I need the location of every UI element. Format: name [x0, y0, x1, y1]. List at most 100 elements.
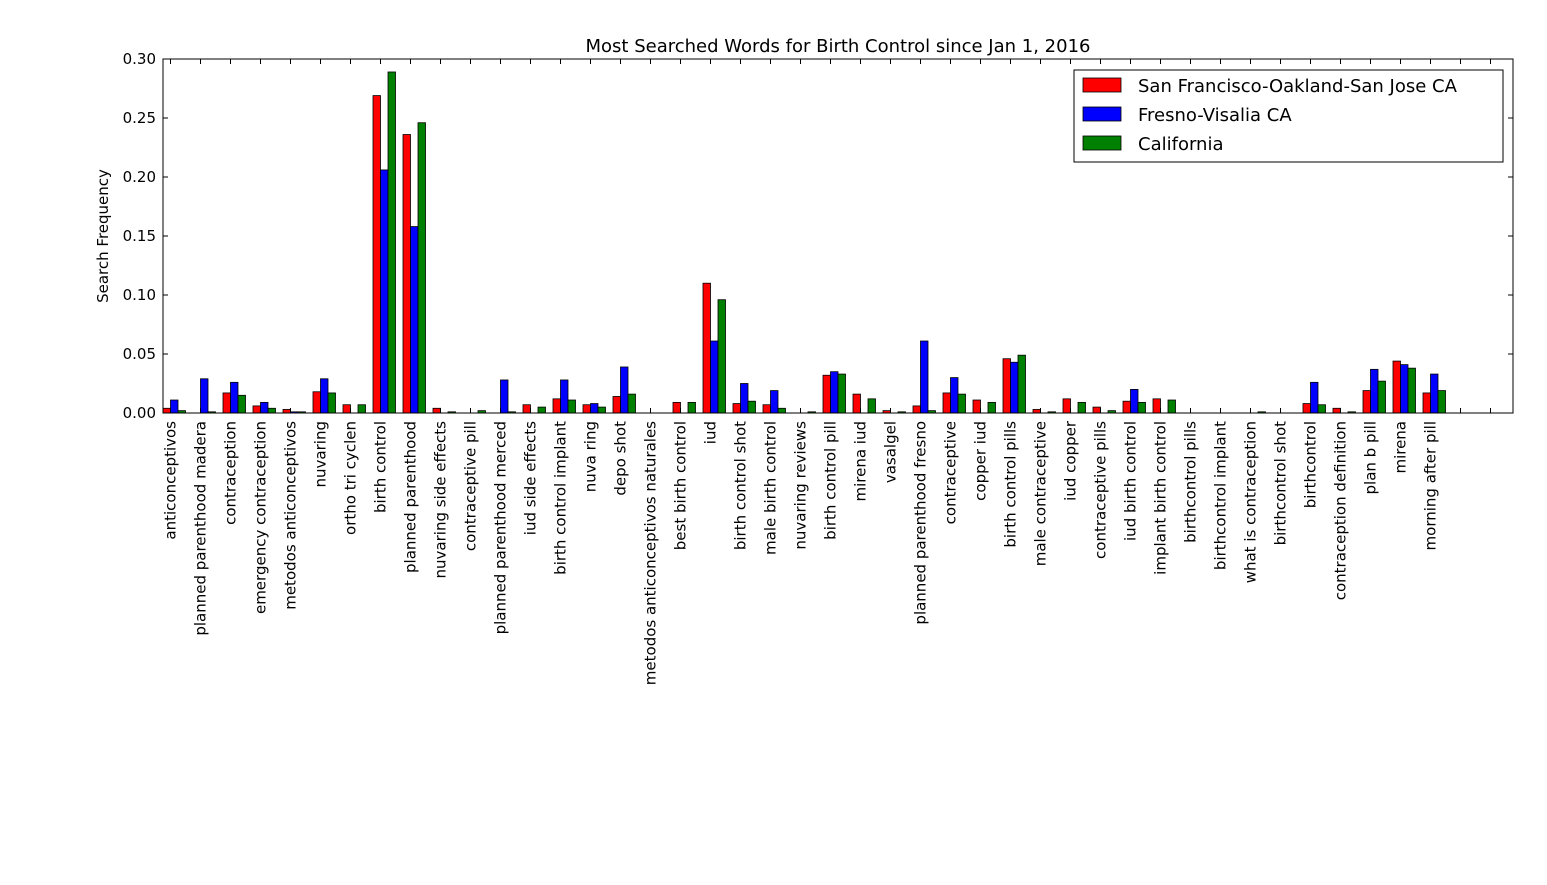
y-tick-label: 0.00	[123, 404, 156, 422]
x-tick-label: iud birth control	[1122, 421, 1140, 541]
bar-2-41	[1370, 368, 1379, 414]
bar-1-31	[1062, 398, 1071, 414]
x-tick-label: male birth control	[762, 421, 780, 555]
bar-1-18	[672, 401, 681, 414]
bar-2-19	[710, 340, 719, 414]
bar-2-20	[740, 383, 749, 414]
bar-1-1	[162, 407, 171, 414]
x-tick-label: mirena	[1392, 421, 1410, 474]
x-tick-label: nuvaring reviews	[792, 421, 810, 550]
y-tick-label: 0.20	[123, 168, 156, 186]
x-tick-label: male contraceptive	[1032, 421, 1050, 566]
bar-3-27	[957, 393, 966, 414]
bar-1-27	[942, 392, 951, 414]
x-tick-label: planned parenthood merced	[492, 421, 510, 634]
bar-2-4	[260, 401, 269, 414]
bar-1-10	[432, 407, 441, 414]
bar-3-24	[867, 398, 876, 414]
bar-2-9	[410, 226, 419, 414]
x-tick-label: iud side effects	[522, 421, 540, 535]
bar-2-42	[1400, 364, 1409, 414]
x-tick-label: birthcontrol	[1302, 421, 1320, 508]
legend-swatch-2	[1082, 106, 1122, 122]
x-tick-label: birth control	[372, 421, 390, 513]
bar-2-43	[1430, 373, 1439, 414]
bar-2-14	[560, 379, 569, 414]
x-tick-label: best birth control	[672, 421, 690, 550]
y-tick-label: 0.30	[123, 50, 156, 68]
bar-2-15	[590, 403, 599, 414]
bar-3-3	[237, 394, 246, 414]
bar-3-29	[1017, 354, 1026, 414]
legend: San Francisco-Oakland-San Jose CA Fresno-…	[1073, 69, 1504, 163]
bar-1-7	[342, 404, 351, 414]
x-tick-label: plan b pill	[1362, 421, 1380, 494]
bar-2-1	[170, 399, 179, 414]
bar-2-33	[1130, 388, 1139, 414]
x-tick-label: birth control shot	[732, 421, 750, 550]
bar-2-26	[920, 340, 929, 414]
bar-3-9	[417, 122, 426, 414]
x-tick-label: mirena iud	[852, 421, 870, 502]
bars-group	[162, 71, 1446, 414]
bar-2-3	[230, 381, 239, 414]
x-tick-label: metodos anticonceptivos	[282, 421, 300, 610]
bar-3-34	[1167, 399, 1176, 414]
bar-1-24	[852, 393, 861, 414]
chart-title: Most Searched Words for Birth Control si…	[586, 36, 1091, 57]
bar-2-21	[770, 390, 779, 414]
x-tick-label: metodos anticonceptivos naturales	[642, 421, 660, 685]
bar-2-16	[620, 366, 629, 414]
bar-2-8	[380, 169, 389, 414]
bar-1-13	[522, 404, 531, 414]
x-tick-label: nuvaring side effects	[432, 421, 450, 579]
y-tick-label: 0.05	[123, 345, 156, 363]
bar-3-15	[597, 406, 606, 414]
plot-frame	[162, 58, 1514, 414]
y-tick-label: 0.15	[123, 227, 156, 245]
x-tick-label: copper iud	[972, 421, 990, 501]
bar-1-30	[1032, 409, 1041, 414]
bar-1-16	[612, 396, 621, 414]
y-axis-ticks: 0.00 0.05 0.10 0.15 0.20 0.25 0.30	[123, 50, 1513, 422]
bar-1-6	[312, 391, 321, 414]
x-tick-label: birthcontrol implant	[1212, 421, 1230, 570]
bar-3-16	[627, 393, 636, 414]
bar-3-41	[1377, 380, 1386, 414]
x-tick-label: emergency contraception	[252, 421, 270, 614]
bar-1-8	[372, 95, 381, 414]
bar-2-12	[500, 379, 509, 414]
bar-3-43	[1437, 390, 1446, 414]
legend-box	[1073, 69, 1504, 163]
bar-1-29	[1002, 358, 1011, 414]
x-tick-label: iud copper	[1062, 420, 1080, 501]
bar-1-40	[1332, 407, 1341, 414]
y-axis-label: Search Frequency	[94, 169, 112, 303]
bar-3-6	[327, 392, 336, 414]
bar-3-33	[1137, 401, 1146, 414]
bar-3-19	[717, 299, 726, 414]
x-tick-label: contraceptive pills	[1092, 421, 1110, 559]
x-tick-label: birthcontrol shot	[1272, 421, 1290, 546]
bar-3-42	[1407, 367, 1416, 414]
bar-2-23	[830, 371, 839, 414]
bar-1-41	[1362, 390, 1371, 414]
bar-3-20	[747, 400, 756, 414]
x-tick-label: nuvaring	[312, 421, 330, 487]
bar-1-15	[582, 404, 591, 414]
bar-3-39	[1317, 404, 1326, 414]
bar-1-32	[1092, 406, 1101, 414]
x-tick-label: contraception	[222, 421, 240, 525]
x-axis-ticks: anticonceptivos planned parenthood madera…	[162, 59, 1491, 685]
bar-1-20	[732, 403, 741, 414]
legend-label-2: Fresno-Visalia CA	[1138, 105, 1292, 126]
bar-1-42	[1392, 360, 1401, 414]
x-tick-label: depo shot	[612, 421, 630, 496]
x-tick-label: contraceptive pill	[462, 421, 480, 551]
legend-swatch-3	[1082, 135, 1122, 151]
x-tick-label: anticonceptivos	[162, 421, 180, 540]
bar-2-2	[200, 378, 209, 414]
x-tick-label: ortho tri cyclen	[342, 421, 360, 535]
bar-2-6	[320, 378, 329, 414]
